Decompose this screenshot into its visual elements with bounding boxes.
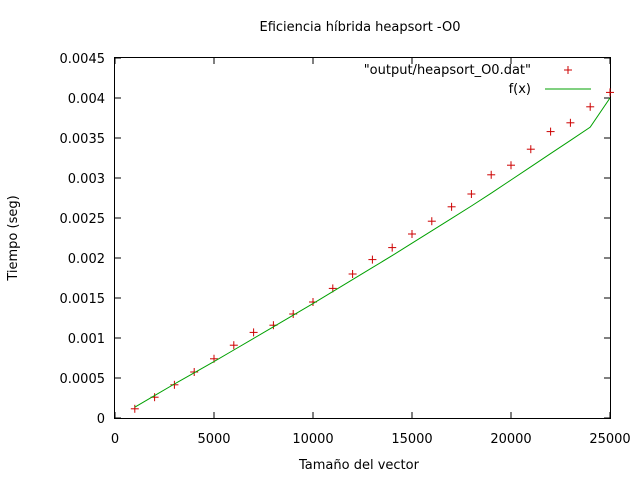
x-tick-label: 20000 [490, 432, 531, 447]
data-point [408, 230, 416, 238]
legend: "output/heapsort_O0.dat" f(x) [364, 63, 591, 97]
fit-line-fx [134, 97, 611, 408]
data-point [546, 127, 555, 136]
data-point [427, 217, 436, 226]
data-point [467, 190, 476, 198]
series-layer [130, 88, 614, 413]
legend-label: f(x) [509, 82, 531, 97]
y-tick-label: 0.003 [68, 172, 105, 187]
x-tick-label: 15000 [391, 432, 432, 447]
data-point [566, 118, 575, 127]
x-tick-label: 5000 [197, 432, 230, 447]
data-point [170, 380, 179, 389]
data-point [348, 270, 357, 278]
y-tick-label: 0.0015 [60, 292, 106, 307]
data-point [526, 145, 535, 154]
data-point [388, 243, 397, 252]
data-point [606, 88, 614, 97]
y-tick-label: 0.002 [68, 252, 105, 267]
x-axis-label: Tamaño del vector [298, 458, 420, 473]
y-tick-label: 0 [97, 412, 105, 427]
data-point [190, 368, 199, 376]
x-tick-label: 0 [111, 432, 119, 447]
data-point [130, 404, 139, 413]
x-tick-label: 10000 [292, 432, 333, 447]
y-tick-label: 0.0045 [60, 52, 106, 67]
data-point [447, 202, 456, 211]
x-tick-label: 25000 [589, 432, 630, 447]
data-point [507, 161, 515, 170]
y-tick-label: 0.001 [68, 332, 105, 347]
legend-label: "output/heapsort_O0.dat" [364, 63, 531, 78]
x-axis: 0 5000 10000 15000 20000 25000 [111, 58, 631, 447]
data-point [229, 341, 238, 350]
data-point [249, 328, 258, 337]
chart-title: Eficiencia híbrida heapsort -O0 [260, 20, 461, 35]
data-point [368, 255, 377, 264]
y-axis: 0 0.0005 0.001 0.0015 0.002 0.0025 0.003 0.0035… [60, 52, 610, 427]
data-point [487, 170, 496, 179]
y-axis-label: Tiempo (seg) [6, 195, 21, 281]
y-tick-label: 0.0035 [60, 132, 106, 147]
y-tick-label: 0.0005 [60, 372, 106, 387]
y-tick-label: 0.004 [68, 92, 105, 107]
plot-area-frame [114, 57, 611, 419]
data-point [586, 102, 595, 111]
y-tick-label: 0.0025 [60, 212, 106, 227]
legend-swatch-marker [564, 66, 572, 74]
